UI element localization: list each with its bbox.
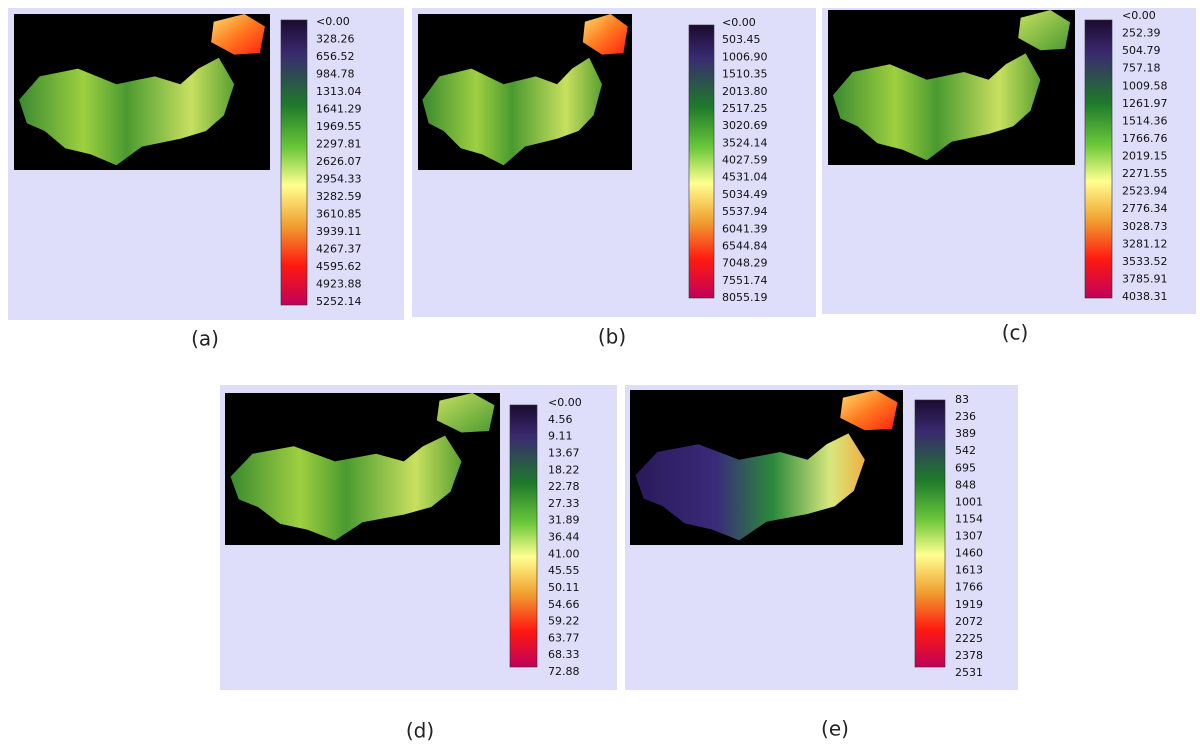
legend-label: <0.00 bbox=[1122, 9, 1156, 22]
legend-label: 3281.12 bbox=[1122, 237, 1168, 250]
legend-label: 22.78 bbox=[548, 480, 580, 493]
legend-label: 2225 bbox=[955, 632, 983, 645]
legend-label: 656.52 bbox=[316, 50, 355, 63]
legend-label: <0.00 bbox=[316, 15, 350, 28]
legend-label: 4923.88 bbox=[316, 278, 362, 291]
legend-label: 31.89 bbox=[548, 514, 580, 527]
legend-label: 63.77 bbox=[548, 631, 580, 644]
legend-label: 6544.84 bbox=[722, 239, 768, 252]
legend-label: 4595.62 bbox=[316, 260, 362, 273]
legend-label: 2531 bbox=[955, 666, 983, 679]
legend-label: 504.79 bbox=[1122, 44, 1161, 57]
legend-label: 3610.85 bbox=[316, 208, 362, 221]
legend-label: 8055.19 bbox=[722, 291, 768, 304]
legend-label: 27.33 bbox=[548, 497, 580, 510]
legend-label: 1641.29 bbox=[316, 103, 362, 116]
legend-label: 2954.33 bbox=[316, 173, 362, 186]
legend-label: 1613 bbox=[955, 564, 983, 577]
colorbar bbox=[915, 400, 945, 667]
legend-label: 1919 bbox=[955, 598, 983, 611]
legend-label: 4027.59 bbox=[722, 154, 768, 167]
legend-label: 2019.15 bbox=[1122, 150, 1168, 163]
legend-label: 18.22 bbox=[548, 463, 580, 476]
legend-label: 4038.31 bbox=[1122, 290, 1168, 303]
legend-label: 2013.80 bbox=[722, 85, 768, 98]
legend-label: 4267.37 bbox=[316, 243, 362, 256]
panel-caption: (d) bbox=[406, 719, 434, 743]
legend-label: 252.39 bbox=[1122, 27, 1161, 40]
panel-caption: (b) bbox=[598, 325, 626, 349]
legend-label: 1766.76 bbox=[1122, 132, 1168, 145]
legend-label: 5034.49 bbox=[722, 188, 768, 201]
legend-label: 6041.39 bbox=[722, 222, 768, 235]
legend-label: 2072 bbox=[955, 615, 983, 628]
legend-label: <0.00 bbox=[548, 396, 582, 409]
legend-label: 2776.34 bbox=[1122, 202, 1168, 215]
legend-label: 848 bbox=[955, 478, 976, 491]
legend-label: 41.00 bbox=[548, 547, 580, 560]
colorbar bbox=[281, 20, 307, 305]
legend-label: 3282.59 bbox=[316, 190, 362, 203]
legend-label: 50.11 bbox=[548, 581, 580, 594]
legend-label: 1261.97 bbox=[1122, 97, 1168, 110]
legend-label: 7048.29 bbox=[722, 257, 768, 270]
legend-label: 5537.94 bbox=[722, 205, 768, 218]
legend-label: 2297.81 bbox=[316, 138, 362, 151]
legend-label: 328.26 bbox=[316, 33, 355, 46]
legend-label: 236 bbox=[955, 410, 976, 423]
legend-label: 1766 bbox=[955, 581, 983, 594]
legend-label: 54.66 bbox=[548, 598, 580, 611]
legend-label: 9.11 bbox=[548, 430, 573, 443]
legend-label: 36.44 bbox=[548, 531, 580, 544]
legend-label: 2517.25 bbox=[722, 102, 768, 115]
legend-label: 83 bbox=[955, 393, 969, 406]
figure: <0.00 328.26 656.52 984.78 1313.04 1641.29 196… bbox=[0, 0, 1200, 744]
legend-label: 1001 bbox=[955, 495, 983, 508]
legend-label: 1009.58 bbox=[1122, 79, 1168, 92]
legend-label: 3524.14 bbox=[722, 136, 768, 149]
legend-label: 2626.07 bbox=[316, 155, 362, 168]
legend-label: 3785.91 bbox=[1122, 272, 1168, 285]
legend-label: <0.00 bbox=[722, 16, 756, 29]
panel-caption: (e) bbox=[821, 717, 849, 741]
legend-label: 1006.90 bbox=[722, 50, 768, 63]
legend-label: 45.55 bbox=[548, 564, 580, 577]
legend-label: 3533.52 bbox=[1122, 255, 1168, 268]
legend-label: 3028.73 bbox=[1122, 220, 1168, 233]
legend-label: 2271.55 bbox=[1122, 167, 1168, 180]
legend-label: 542 bbox=[955, 444, 976, 457]
legend-label: 72.88 bbox=[548, 665, 580, 678]
legend-label: 4.56 bbox=[548, 413, 573, 426]
legend-label: 1154 bbox=[955, 512, 983, 525]
legend-label: 1307 bbox=[955, 530, 983, 543]
legend-label: 757.18 bbox=[1122, 62, 1161, 75]
legend-label: 1313.04 bbox=[316, 85, 362, 98]
legend-label: 1460 bbox=[955, 547, 983, 560]
legend-label: 3020.69 bbox=[722, 119, 768, 132]
legend-label: 503.45 bbox=[722, 33, 761, 46]
colorbar bbox=[1085, 20, 1112, 298]
legend-label: 2378 bbox=[955, 649, 983, 662]
legend-label: 3939.11 bbox=[316, 225, 362, 238]
legend-label: 5252.14 bbox=[316, 295, 362, 308]
legend-label: 1510.35 bbox=[722, 68, 768, 81]
legend-label: 4531.04 bbox=[722, 171, 768, 184]
legend-label: 984.78 bbox=[316, 68, 355, 81]
legend-label: 7551.74 bbox=[722, 274, 768, 287]
panel-caption: (a) bbox=[191, 327, 219, 351]
colorbar bbox=[510, 405, 537, 667]
legend-label: 13.67 bbox=[548, 446, 580, 459]
panel-caption: (c) bbox=[1002, 321, 1029, 345]
legend-label: 389 bbox=[955, 427, 976, 440]
legend-label: 695 bbox=[955, 461, 976, 474]
legend-label: 2523.94 bbox=[1122, 185, 1168, 198]
colorbar bbox=[689, 25, 714, 298]
legend-label: 59.22 bbox=[548, 615, 580, 628]
legend-label: 1514.36 bbox=[1122, 114, 1168, 127]
legend-label: 68.33 bbox=[548, 648, 580, 661]
legend-label: 1969.55 bbox=[316, 120, 362, 133]
